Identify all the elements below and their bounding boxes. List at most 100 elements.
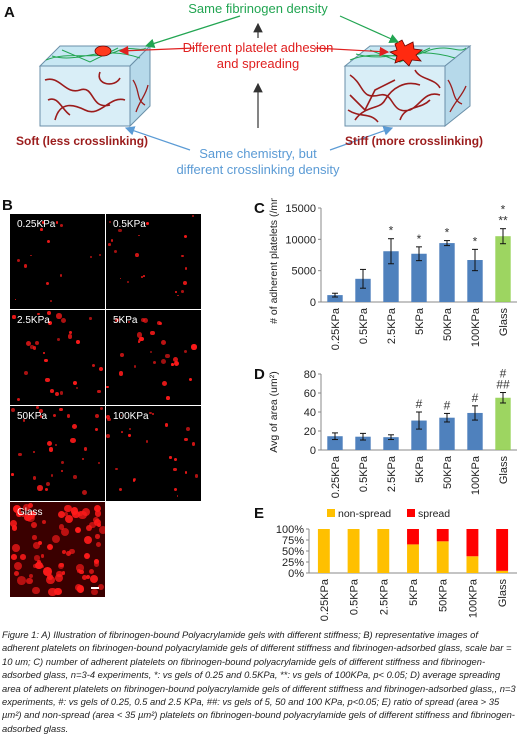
platelet-dot	[145, 222, 149, 225]
platelet-dot	[183, 349, 188, 354]
platelet-dot	[99, 407, 103, 411]
platelet-dot	[64, 514, 73, 523]
platelet-dot	[56, 313, 62, 319]
platelet-dot	[48, 587, 58, 597]
platelet-dot	[165, 354, 170, 359]
platelet-dot	[41, 221, 44, 224]
gel-schematic: Same fibrinogen density Different platel…	[16, 1, 483, 177]
arrow-red-left	[118, 45, 196, 56]
platelet-dot	[10, 407, 16, 412]
stacked-bar-segment	[436, 529, 449, 542]
panel-label-d: D	[254, 366, 265, 383]
platelet-dot	[91, 363, 95, 368]
significance-marker: **	[498, 214, 508, 228]
platelet-dot	[69, 548, 75, 555]
platelet-dot	[82, 574, 88, 580]
platelet-dot	[16, 397, 21, 402]
bar	[383, 437, 399, 450]
platelet-dot	[72, 510, 80, 519]
legend-swatch	[327, 509, 335, 517]
platelet-dot	[39, 415, 43, 418]
platelet-dot	[106, 414, 111, 419]
significance-marker: #	[472, 391, 479, 405]
platelet-dot	[58, 562, 64, 568]
platelet-dot	[118, 371, 124, 376]
x-tick-label: 100KPa	[467, 578, 479, 618]
y-tick-label: 15000	[285, 203, 316, 215]
platelet-dot	[143, 275, 145, 277]
platelet-dot	[152, 361, 156, 365]
stacked-bar-segment	[347, 529, 360, 573]
stacked-bar-segment	[317, 529, 330, 573]
platelet-dot	[151, 413, 155, 416]
y-tick-label: 40	[304, 407, 316, 419]
platelet-dot	[73, 474, 77, 479]
platelet-dot	[93, 518, 101, 526]
platelet-dot	[35, 406, 40, 410]
platelet-dot	[57, 338, 61, 342]
platelet-dot	[184, 471, 188, 474]
platelet-dot	[76, 584, 85, 593]
platelet-dot	[26, 577, 33, 584]
platelet-dot	[10, 520, 18, 528]
platelet-adhesion-text-1: Different platelet adhesion	[183, 40, 334, 55]
x-tick-label: 5KPa	[414, 307, 426, 335]
soft-gel-cube	[38, 44, 152, 128]
platelet-dot	[17, 576, 27, 585]
platelet-dot	[135, 253, 140, 258]
platelet-dot	[64, 504, 72, 513]
y-tick-label: 25%	[282, 557, 304, 569]
platelet-image: 100KPa	[106, 406, 201, 501]
platelet-dot	[107, 417, 111, 421]
x-tick-label: 50KPa	[442, 307, 454, 341]
x-tick-label: 50KPa	[438, 578, 450, 612]
platelet-dot	[30, 522, 37, 529]
stiff-gel-label: Stiff (more crosslinking)	[345, 134, 483, 148]
platelet-dot	[118, 228, 122, 233]
platelet-dot	[30, 511, 37, 518]
platelet-dot	[128, 320, 131, 324]
platelet-image: 0.25KPa	[10, 214, 105, 309]
stacked-bar-segment	[466, 529, 479, 557]
platelet-dot	[127, 280, 130, 284]
platelet-dot	[132, 478, 136, 482]
platelet-dot	[40, 554, 45, 558]
platelet-dot	[106, 385, 109, 389]
platelet-dot	[21, 512, 27, 518]
platelet-image: Glass	[10, 502, 105, 597]
platelet-dot	[29, 515, 34, 520]
platelet-dot	[61, 571, 66, 575]
platelet-dot	[52, 414, 56, 418]
platelet-dot	[60, 469, 63, 472]
platelet-dot	[113, 250, 117, 254]
platelet-dot	[37, 312, 41, 316]
platelet-dot	[18, 452, 22, 457]
platelet-dot	[93, 505, 102, 513]
platelet-dot	[31, 586, 40, 595]
platelet-dot	[177, 294, 180, 297]
platelet-dot	[22, 419, 26, 422]
platelet-dot	[169, 456, 172, 459]
platelet-dot	[81, 457, 85, 461]
platelet-dot	[32, 542, 40, 549]
platelet-image: 2.5KPa	[10, 310, 105, 405]
platelet-dot	[47, 310, 52, 315]
image-label: 5KPa	[113, 315, 138, 326]
platelet-dot	[186, 426, 191, 431]
bar	[355, 436, 371, 450]
bar	[411, 420, 427, 450]
platelet-dot	[119, 277, 122, 280]
platelet-dot	[72, 424, 78, 429]
x-tick-label: Glass	[498, 308, 510, 337]
platelet-dot	[11, 525, 17, 531]
x-tick-label: 50KPa	[442, 455, 454, 489]
platelet-dot	[183, 281, 188, 286]
y-tick-label: 50%	[282, 546, 304, 558]
platelet-dot	[137, 341, 140, 344]
platelet-dot	[55, 573, 64, 582]
platelet-dot	[16, 511, 22, 517]
platelet-dot	[46, 239, 50, 243]
stacked-bar-segment	[436, 541, 449, 573]
stiff-gel-cube	[343, 39, 472, 128]
platelet-dot	[140, 317, 145, 323]
